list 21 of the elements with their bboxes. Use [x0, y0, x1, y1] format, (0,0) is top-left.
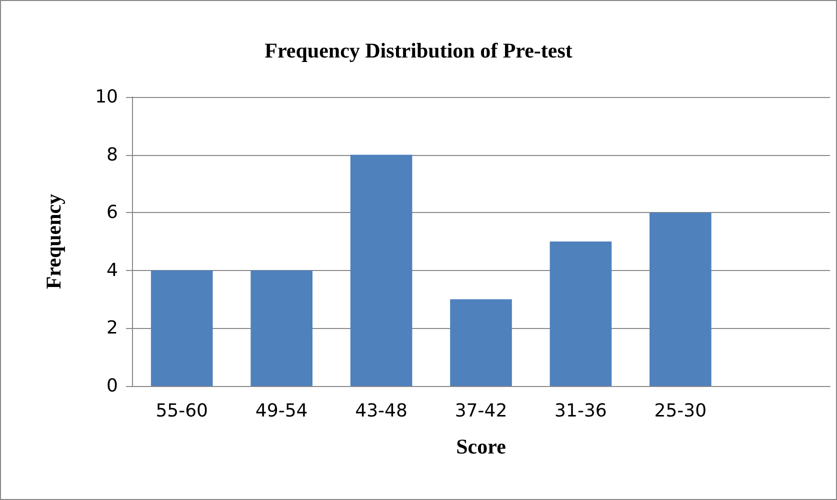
bar — [450, 299, 512, 386]
bar — [150, 270, 213, 386]
bar — [650, 212, 712, 386]
x-tick-label: 25-30 — [654, 400, 707, 422]
y-tick-label: 10 — [95, 86, 118, 108]
bar — [350, 154, 412, 386]
x-tick-label: 49-54 — [255, 400, 308, 422]
x-tick-label: 55-60 — [156, 400, 208, 422]
x-axis-title: Score — [456, 434, 506, 458]
y-tick-label: 0 — [106, 376, 118, 396]
y-tick-label: 8 — [106, 144, 118, 166]
x-tick-label: 43-48 — [355, 400, 408, 422]
bar — [250, 270, 312, 386]
y-tick-label: 6 — [106, 202, 118, 224]
x-tick-label: 31-36 — [554, 400, 607, 422]
y-tick-label: 4 — [106, 260, 118, 281]
x-tick-label: 37-42 — [454, 400, 508, 422]
chart-title: Frequency Distribution of Pre-test — [264, 38, 572, 62]
bar — [550, 242, 612, 386]
y-tick-label: 2 — [106, 318, 118, 339]
y-axis-title: Frequency — [42, 193, 66, 290]
